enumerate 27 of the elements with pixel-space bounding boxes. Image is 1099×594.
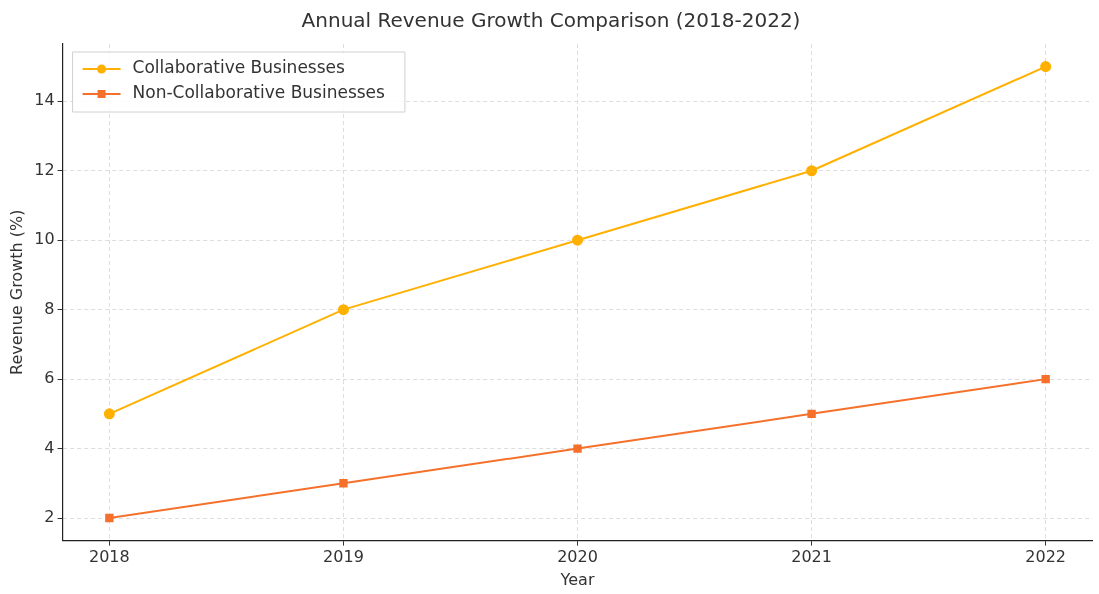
- y-tick-label: 12: [34, 159, 55, 179]
- y-tick-label: 2: [44, 507, 55, 527]
- point: [572, 234, 584, 246]
- x-tick-label: 2021: [791, 547, 832, 567]
- chart-title: Annual Revenue Growth Comparison (2018-2022): [301, 8, 801, 33]
- legend-label: Collaborative Businesses: [132, 57, 346, 78]
- point: [1040, 61, 1052, 73]
- point: [105, 513, 114, 523]
- y-tick-label: 6: [44, 368, 55, 388]
- point: [339, 479, 348, 488]
- point: [337, 304, 349, 316]
- y-tick-label: 14: [34, 90, 55, 110]
- legend-label: Non-Collaborative Businesses: [132, 82, 386, 103]
- y-axis-title: Revenue Growth (%): [6, 209, 26, 376]
- y-tick-label: 4: [44, 437, 55, 457]
- point: [807, 409, 816, 419]
- x-tick-label: 2020: [557, 547, 598, 567]
- point: [806, 165, 818, 177]
- x-tick-label: 2019: [323, 547, 364, 567]
- y-tick-label: 8: [44, 298, 55, 318]
- y-tick-label: 10: [34, 229, 55, 249]
- point: [1041, 374, 1050, 384]
- point: [573, 444, 582, 453]
- x-tick-label: 2022: [1025, 547, 1067, 567]
- x-axis-title: Year: [559, 569, 595, 589]
- x-tick-label: 2018: [89, 547, 130, 567]
- point: [103, 408, 115, 420]
